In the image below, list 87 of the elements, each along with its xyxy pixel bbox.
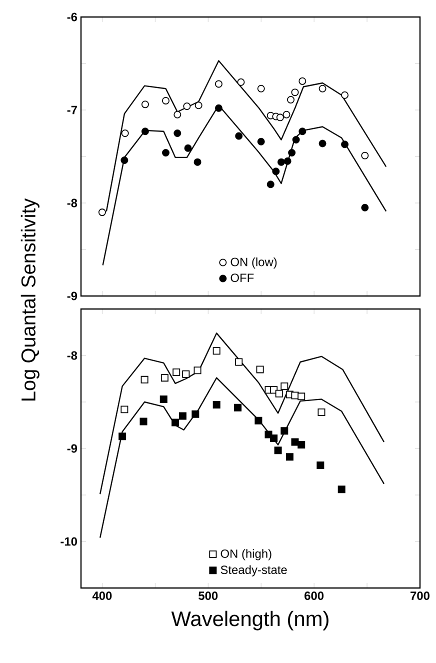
x-tick-label: 500 — [198, 592, 218, 600]
point — [182, 370, 190, 378]
point — [286, 453, 294, 461]
point — [338, 486, 346, 494]
point — [276, 114, 284, 122]
point — [280, 382, 288, 390]
point — [254, 416, 262, 424]
y-tick-label: -8 — [67, 198, 78, 208]
point — [194, 102, 202, 110]
point — [270, 434, 278, 442]
point — [98, 208, 106, 216]
point — [184, 144, 192, 152]
point — [287, 96, 295, 104]
point — [318, 140, 326, 148]
point — [298, 441, 306, 449]
y-tick-label: -9 — [67, 444, 78, 453]
point — [172, 418, 180, 426]
legend-label: ON (high) — [220, 549, 272, 560]
point — [214, 80, 222, 88]
point — [318, 408, 326, 416]
point — [257, 84, 265, 92]
legend-label: OFF — [230, 274, 254, 282]
point — [282, 110, 290, 118]
point — [288, 149, 296, 157]
x-tick-label: 400 — [92, 592, 112, 600]
point — [257, 138, 265, 146]
point — [234, 404, 242, 412]
point — [277, 158, 285, 166]
point — [160, 374, 168, 382]
point — [274, 446, 282, 454]
point — [174, 110, 182, 118]
point — [140, 376, 148, 384]
point — [284, 157, 292, 165]
point — [291, 438, 299, 446]
point — [298, 128, 306, 136]
y-axis-title: Log Quantal Sensitivity — [20, 198, 40, 400]
point — [280, 427, 288, 435]
point — [141, 128, 149, 136]
point — [120, 156, 128, 164]
point — [291, 88, 299, 96]
point — [361, 152, 369, 160]
point — [214, 104, 222, 112]
point — [291, 392, 299, 400]
point — [235, 132, 243, 140]
point — [235, 358, 243, 366]
point — [194, 366, 202, 374]
point — [275, 390, 283, 398]
point — [192, 410, 200, 418]
legend-label: Steady-state — [220, 565, 287, 576]
point — [118, 432, 126, 440]
point — [141, 100, 149, 108]
point — [292, 136, 300, 144]
point — [172, 368, 180, 376]
y-tick-label: -6 — [67, 12, 78, 22]
line-series — [99, 332, 385, 495]
x-tick-label: 600 — [304, 592, 324, 600]
x-axis-title: Wavelength (nm) — [171, 610, 328, 630]
point — [361, 204, 369, 212]
point — [178, 412, 186, 420]
line-series — [99, 377, 385, 538]
point — [194, 158, 202, 166]
y-tick-label: -7 — [67, 106, 77, 114]
y-tick-label: -10 — [60, 537, 77, 546]
x-tick-label: 700 — [410, 592, 430, 600]
point — [298, 392, 306, 400]
point — [237, 78, 245, 86]
point — [272, 168, 280, 176]
point — [256, 366, 264, 374]
point — [212, 401, 220, 409]
point — [266, 180, 274, 188]
point — [212, 347, 220, 355]
point — [316, 461, 324, 469]
point — [120, 406, 128, 414]
point — [162, 96, 170, 104]
point — [162, 149, 170, 157]
point — [140, 418, 148, 426]
legend-label: ON (low) — [230, 257, 277, 269]
point — [174, 129, 182, 137]
y-tick-label: -8 — [67, 351, 78, 360]
point — [121, 129, 129, 137]
point — [183, 102, 191, 110]
point — [341, 91, 349, 99]
point — [341, 140, 349, 148]
y-tick-label: -9 — [67, 292, 78, 300]
point — [298, 77, 306, 85]
point — [160, 395, 168, 403]
point — [318, 84, 326, 92]
